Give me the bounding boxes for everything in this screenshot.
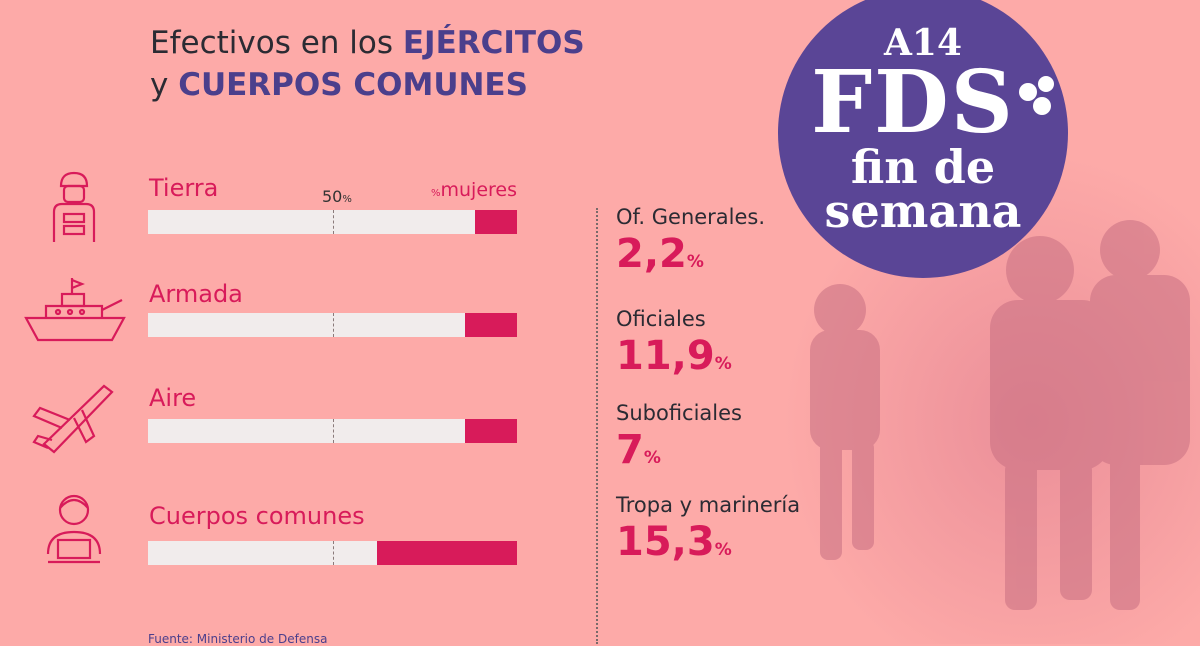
title-line1-plain: Efectivos en los — [150, 25, 403, 61]
stat-value: 2,2% — [616, 230, 765, 286]
stat-number: 15,3 — [616, 519, 715, 565]
fighter-jet-icon — [32, 384, 114, 454]
logo-tagline-1: fin de — [850, 140, 996, 194]
warship-icon — [24, 278, 126, 342]
stat-number: 11,9 — [616, 333, 715, 379]
title-line2-plain: y — [150, 67, 179, 103]
stat-unit: % — [714, 354, 732, 374]
stat-oficiales: Oficiales 11,9% — [616, 306, 732, 388]
fifty-percent-line — [332, 313, 334, 337]
stat-label: Of. Generales. — [616, 205, 766, 229]
soldier-icon — [52, 171, 96, 242]
chart-row-tierra: Tierra — [0, 170, 600, 270]
stat-value: 11,9% — [616, 332, 732, 388]
stat-number: 2,2 — [616, 231, 687, 277]
stat-tropa-marineria: Tropa y marinería 15,3% — [616, 492, 800, 574]
title-line1-highlight: EJÉRCITOS — [402, 25, 585, 61]
stat-unit: % — [643, 448, 661, 468]
fifty-percent-label: 50% — [322, 187, 352, 206]
chart-row-armada: Armada — [0, 276, 600, 376]
category-label: Tierra — [149, 174, 219, 202]
fifty-unit: % — [342, 194, 352, 205]
bar-track — [148, 419, 517, 443]
chart-row-aire: Aire — [0, 380, 600, 480]
bar-women — [465, 313, 517, 337]
fifty-value: 50 — [322, 187, 343, 206]
stat-label: Suboficiales — [616, 401, 742, 425]
logo-brand: FDS — [811, 52, 1015, 153]
logo-tagline-2: semana — [824, 184, 1022, 238]
fifty-percent-line — [332, 541, 334, 565]
stat-label: Oficiales — [616, 307, 706, 331]
category-label: Cuerpos comunes — [149, 502, 365, 530]
bar-track — [148, 541, 517, 565]
stat-label: Tropa y marinería — [616, 493, 801, 517]
category-label: Aire — [149, 384, 197, 412]
chart-row-cuerpos-comunes: Cuerpos comunes — [0, 492, 600, 592]
stat-suboficiales: Suboficiales 7% — [616, 400, 742, 482]
soldiers-silhouette-image — [810, 220, 1190, 610]
title-line2-highlight: CUERPOS COMUNES — [178, 67, 528, 103]
separator-dotted-line — [596, 208, 598, 644]
bar-women — [474, 210, 517, 234]
bar-women — [465, 419, 517, 443]
women-percent-label: %mujeres — [431, 179, 517, 201]
stat-value: 7% — [616, 426, 742, 482]
bar-track — [148, 210, 517, 234]
stat-number: 7 — [616, 427, 644, 473]
bar-women — [376, 541, 517, 565]
stat-unit: % — [686, 252, 704, 272]
fifty-percent-line — [332, 419, 334, 443]
logo-section: A14 — [883, 22, 963, 64]
stat-value: 15,3% — [616, 518, 800, 574]
office-worker-icon — [46, 494, 102, 564]
fds-logo: A14 FDS fin de semana — [778, 0, 1068, 278]
women-legend-text: mujeres — [440, 179, 517, 201]
page-title: Efectivos en los EJÉRCITOS y CUERPOS COM… — [150, 22, 585, 106]
women-unit: % — [430, 188, 441, 199]
source-note: Fuente: Ministerio de Defensa — [148, 632, 328, 646]
fifty-percent-line — [332, 210, 334, 234]
stat-unit: % — [714, 540, 732, 560]
bar-track — [148, 313, 517, 337]
stat-of-generales: Of. Generales. 2,2% — [616, 204, 765, 286]
category-label: Armada — [149, 280, 243, 308]
logo-dots-icon — [1019, 76, 1054, 115]
